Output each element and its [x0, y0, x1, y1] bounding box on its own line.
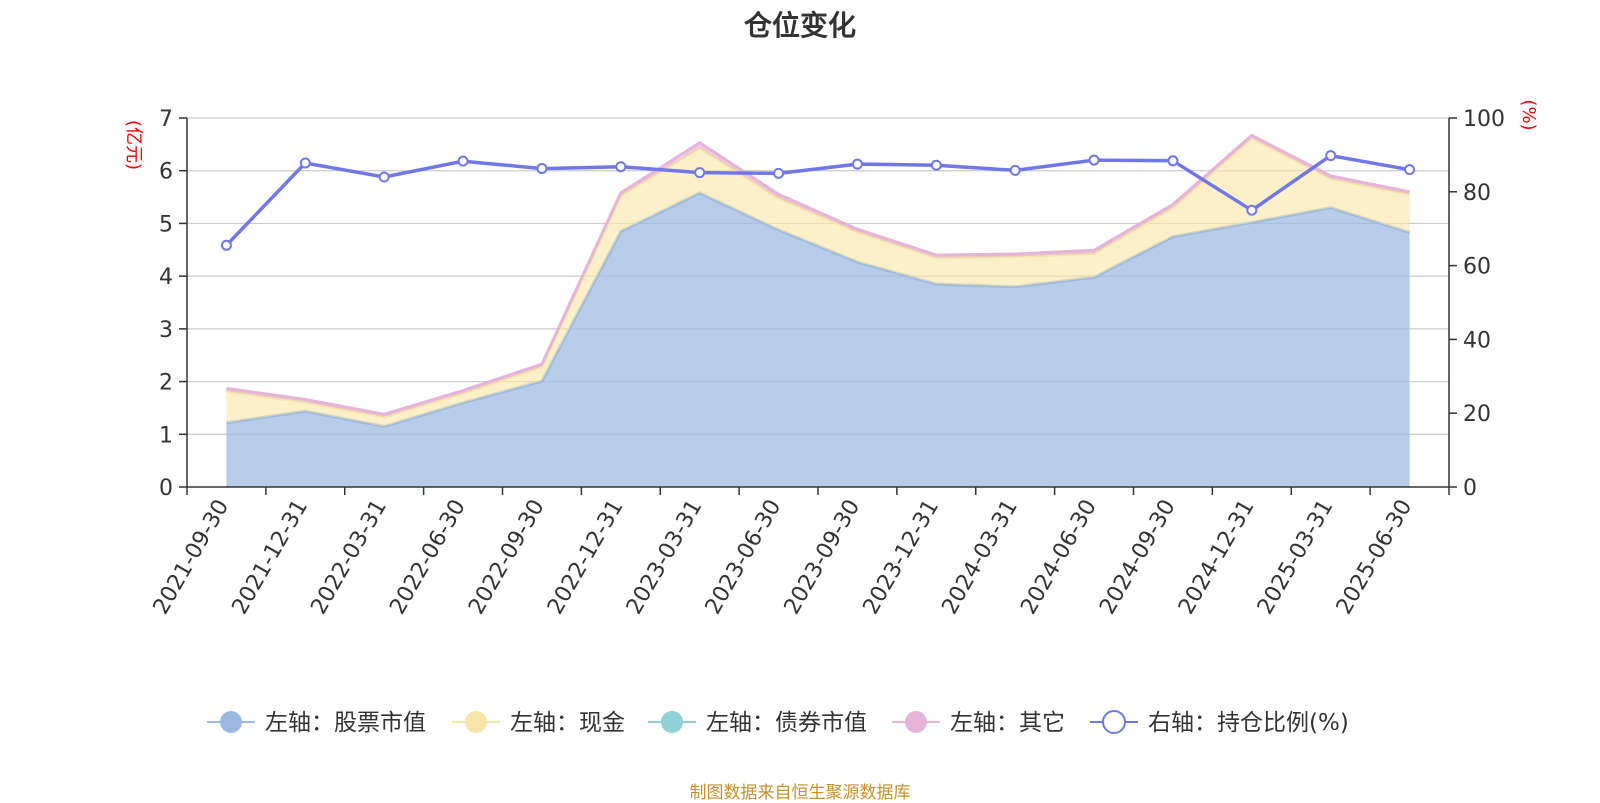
legend-item-5[interactable]: 右轴：持仓比例(%)	[1090, 710, 1349, 736]
legend-item-3[interactable]: 左轴：债券市值	[648, 710, 867, 736]
legend-marker	[1102, 710, 1126, 734]
chart-title: 仓位变化	[743, 9, 856, 42]
right-tick-label: 60	[1463, 255, 1491, 280]
x-tick-label: 2022-12-31	[543, 496, 629, 619]
stacked-areas	[226, 133, 1411, 487]
left-tick-label: 1	[159, 423, 173, 448]
legend-item-4[interactable]: 左轴：其它	[892, 710, 1065, 736]
legend-item-1[interactable]: 左轴：股票市值	[207, 710, 426, 736]
left-tick-label: 4	[159, 265, 173, 290]
ratio-point	[299, 157, 311, 169]
x-tick-label: 2023-09-30	[780, 496, 866, 619]
right-tick-label: 100	[1463, 107, 1505, 132]
x-tick-label: 2024-06-30	[1016, 496, 1102, 619]
legend-label: 左轴：其它	[950, 710, 1065, 736]
x-tick-label: 2022-06-30	[385, 496, 471, 619]
x-tick-label: 2025-06-30	[1332, 496, 1418, 619]
x-tick-label: 2023-12-31	[858, 496, 944, 619]
left-tick-label: 6	[159, 160, 173, 185]
x-tick-label: 2024-12-31	[1174, 496, 1260, 619]
area-edge-4	[226, 133, 1410, 416]
area-1	[226, 192, 1410, 487]
left-tick-label: 3	[159, 318, 173, 343]
x-tick-label: 2024-03-31	[937, 496, 1023, 619]
right-tick-label: 40	[1463, 328, 1491, 353]
x-tick-label: 2022-03-31	[306, 496, 392, 619]
legend-label: 左轴：债券市值	[706, 710, 867, 736]
ratio-point	[1246, 204, 1258, 216]
ratio-point	[773, 167, 785, 179]
legend-marker	[465, 711, 487, 733]
right-tick-label: 80	[1463, 181, 1491, 206]
ratio-point	[378, 171, 390, 183]
ratio-point	[930, 159, 942, 171]
ratio-line	[225, 153, 1410, 247]
ratio-point	[1167, 155, 1179, 167]
ratio-point	[1404, 164, 1416, 176]
ratio-point	[1325, 150, 1337, 162]
x-tick-label: 2021-09-30	[149, 496, 235, 619]
left-tick-label: 7	[159, 107, 173, 132]
left-axis-unit: (亿元)	[123, 120, 144, 170]
legend[interactable]: 左轴：股票市值 左轴：现金 左轴：债券市值 左轴：其它 右轴：持仓比例(%)	[207, 710, 1349, 736]
ratio-point	[694, 167, 706, 179]
ratio-line-series	[220, 150, 1416, 251]
x-tick-label: 2023-06-30	[701, 496, 787, 619]
left-tick-label: 2	[159, 371, 173, 396]
legend-marker	[661, 711, 683, 733]
legend-marker	[905, 711, 927, 733]
ratio-point	[1088, 154, 1100, 166]
right-tick-label: 20	[1463, 402, 1491, 427]
ratio-point	[615, 161, 627, 173]
right-axis-unit: (%)	[1518, 99, 1539, 130]
ratio-point	[457, 155, 469, 167]
legend-item-2[interactable]: 左轴：现金	[452, 710, 625, 736]
left-tick-label: 0	[159, 476, 173, 501]
ratio-point	[851, 158, 863, 170]
right-tick-label: 0	[1463, 476, 1477, 501]
legend-label: 右轴：持仓比例(%)	[1148, 710, 1349, 736]
source-note: 制图数据来自恒生聚源数据库	[689, 783, 911, 803]
legend-label: 左轴：现金	[510, 710, 625, 736]
left-tick-label: 5	[159, 212, 173, 237]
ratio-point	[1009, 164, 1021, 176]
x-tick-label: 2025-03-31	[1253, 496, 1339, 619]
x-tick-label: 2021-12-31	[227, 496, 313, 619]
legend-label: 左轴：股票市值	[265, 710, 426, 736]
ratio-point	[220, 239, 232, 251]
area-2	[226, 138, 1410, 427]
legend-marker	[220, 711, 242, 733]
x-tick-label: 2023-03-31	[622, 496, 708, 619]
ratio-point	[536, 163, 548, 175]
x-tick-label: 2024-09-30	[1095, 496, 1181, 619]
x-tick-label: 2022-09-30	[464, 496, 550, 619]
